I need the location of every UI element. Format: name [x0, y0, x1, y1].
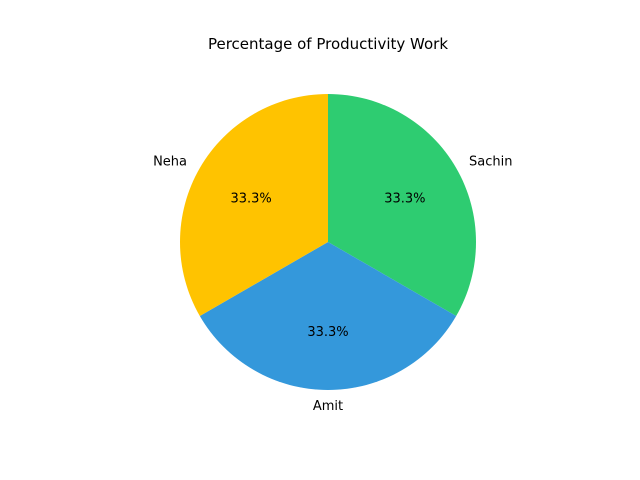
chart-title: Percentage of Productivity Work [208, 35, 448, 53]
slice-label-neha: Neha [153, 155, 187, 170]
pie-slices [180, 94, 476, 390]
pct-label-amit: 33.3% [307, 325, 348, 340]
pie-slice-sachin [328, 94, 476, 316]
pie-labels: Sachin 33.3% Amit 33.3% Neha 33.3% [153, 155, 512, 414]
pie-slice-neha [180, 94, 328, 316]
slice-label-amit: Amit [313, 399, 343, 414]
pct-label-neha: 33.3% [230, 192, 271, 207]
pct-label-sachin: 33.3% [384, 192, 425, 207]
slice-label-sachin: Sachin [469, 155, 512, 170]
